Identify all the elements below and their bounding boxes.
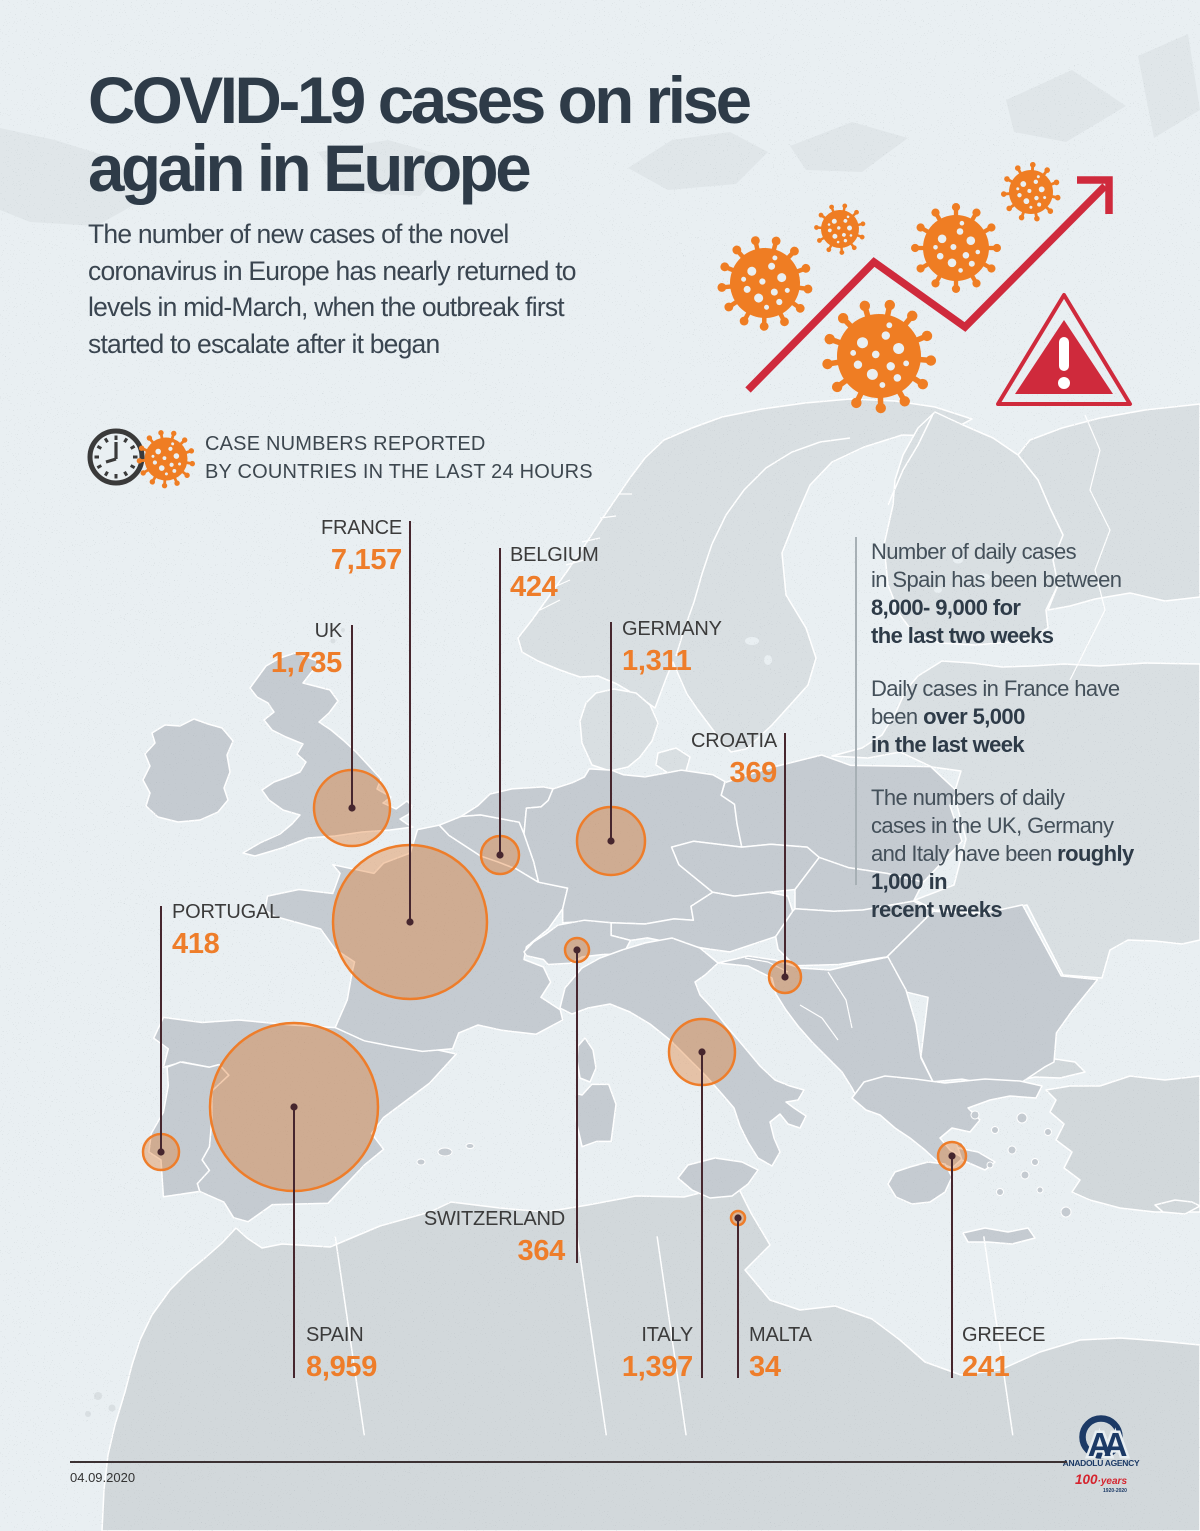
- svg-text:1920-2020: 1920-2020: [1103, 1488, 1127, 1494]
- svg-text:ANADOLU AGENCY: ANADOLU AGENCY: [1063, 1458, 1140, 1468]
- svg-text:100·years: 100·years: [1075, 1472, 1127, 1487]
